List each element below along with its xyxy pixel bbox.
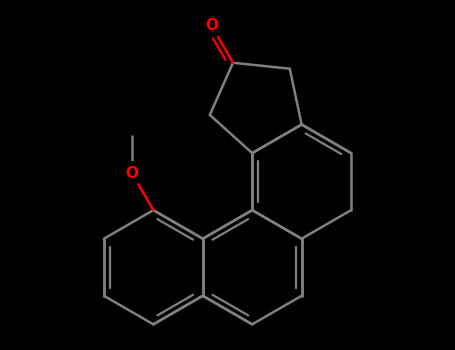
Text: O: O: [126, 166, 138, 181]
Text: O: O: [205, 18, 218, 33]
Circle shape: [200, 14, 223, 37]
Circle shape: [121, 162, 143, 184]
